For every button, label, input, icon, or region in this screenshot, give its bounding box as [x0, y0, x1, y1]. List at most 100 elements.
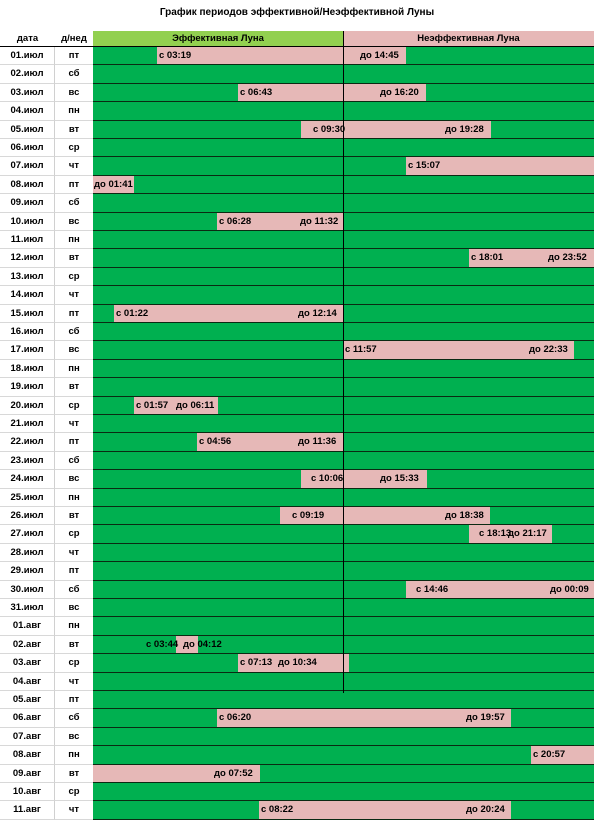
row-date: 05.июл	[0, 120, 55, 139]
row-day-of-week: сб	[55, 452, 93, 471]
ineffective-period-bar	[469, 249, 594, 268]
period-time-label: с 01:22	[116, 307, 149, 319]
ineffective-period-bar	[406, 157, 594, 176]
ineffective-period-bar	[469, 525, 552, 544]
period-time-label: до 18:38	[445, 510, 484, 521]
period-time-label: до 11:36	[298, 436, 337, 448]
row-day-of-week: сб	[55, 323, 93, 342]
row-date: 04.авг	[0, 672, 55, 691]
row-date: 02.июл	[0, 65, 55, 84]
row-date: 14.июл	[0, 286, 55, 305]
row-date: 28.июл	[0, 543, 55, 563]
ineffective-period-bar	[406, 580, 594, 599]
period-time-label: с 03:44	[146, 638, 179, 650]
period-time-label: до 16:20	[380, 86, 419, 98]
row-date: 20.июл	[0, 396, 55, 415]
row-date: 09.авг	[0, 764, 55, 783]
row-day-of-week: сб	[55, 709, 93, 728]
row-day-of-week: вт	[55, 378, 93, 397]
period-time-label: с 18:13	[479, 528, 512, 540]
row-date: 12.июл	[0, 249, 55, 268]
row-day-of-week: вс	[55, 341, 93, 360]
row-date: 11.авг	[0, 801, 55, 820]
ineffective-period-bar	[301, 120, 491, 139]
period-time-label: до 22:33	[529, 344, 568, 356]
row-day-of-week: вс	[55, 84, 93, 103]
row-date: 21.июл	[0, 415, 55, 434]
ineffective-period-bar	[134, 396, 218, 415]
row-date: 11.июл	[0, 231, 55, 250]
row-date: 22.июл	[0, 433, 55, 452]
ineffective-period-bar	[343, 341, 574, 360]
row-date: 16.июл	[0, 323, 55, 342]
row-day-of-week: вс	[55, 599, 93, 618]
row-date: 15.июл	[0, 304, 55, 323]
column-divider	[343, 31, 344, 693]
row-day-of-week: пт	[55, 176, 93, 195]
period-time-label: с 01:57	[136, 399, 169, 411]
row-date: 03.авг	[0, 654, 55, 673]
period-time-label: до 11:32	[300, 215, 339, 227]
header-dow: д/нед	[55, 31, 93, 47]
period-time-label: до 20:24	[466, 804, 505, 816]
row-day-of-week: ср	[55, 139, 93, 158]
row-date: 17.июл	[0, 341, 55, 360]
period-time-label: до 01:41	[94, 178, 133, 190]
row-day-of-week: вт	[55, 507, 93, 526]
row-day-of-week: вт	[55, 765, 93, 783]
ineffective-period-bar	[114, 304, 343, 323]
period-time-label: до 07:52	[214, 767, 253, 779]
row-date: 06.июл	[0, 139, 55, 158]
period-time-label: с 03:19	[159, 50, 192, 61]
period-time-label: до 00:09	[550, 583, 589, 595]
period-time-label: до 14:45	[360, 50, 399, 61]
period-time-label: с 14:46	[416, 583, 449, 595]
row-day-of-week: пн	[55, 489, 93, 507]
period-time-label: до 12:14	[298, 307, 337, 319]
row-day-of-week: сб	[55, 65, 93, 84]
ineffective-period-bar	[176, 635, 198, 655]
row-day-of-week: пт	[55, 691, 93, 710]
period-time-label: с 20:57	[533, 749, 566, 761]
period-time-label: с 11:57	[345, 344, 377, 356]
ineffective-period-bar	[280, 507, 490, 526]
period-time-label: до 04:12	[183, 638, 222, 650]
row-date: 08.июл	[0, 175, 55, 195]
effective-period-bar	[93, 691, 594, 710]
row-day-of-week: чт	[55, 673, 93, 691]
row-day-of-week: чт	[55, 415, 93, 434]
ineffective-period-bar	[217, 212, 343, 231]
row-day-of-week: чт	[55, 544, 93, 563]
row-day-of-week: пт	[55, 562, 93, 581]
ineffective-period-bar	[197, 433, 343, 452]
row-day-of-week: ср	[55, 268, 93, 287]
row-date: 01.авг	[0, 617, 55, 636]
period-time-label: до 06:11	[176, 399, 215, 411]
ineffective-period-bar	[238, 83, 426, 103]
period-time-label: до 21:17	[508, 528, 547, 540]
row-date: 10.июл	[0, 212, 55, 231]
ineffective-period-bar	[301, 470, 427, 489]
row-day-of-week: ср	[55, 397, 93, 415]
row-date: 09.июл	[0, 194, 55, 213]
period-time-label: до 19:57	[466, 712, 505, 724]
row-date: 23.июл	[0, 451, 55, 471]
period-time-label: с 04:56	[199, 436, 232, 448]
row-day-of-week: пн	[55, 746, 93, 765]
row-date: 25.июл	[0, 488, 55, 507]
row-date: 02.авг	[0, 635, 55, 655]
row-date: 08.авг	[0, 746, 55, 765]
row-day-of-week: ср	[55, 525, 93, 544]
row-date: 31.июл	[0, 599, 55, 618]
row-day-of-week: вс	[55, 728, 93, 747]
row-date: 24.июл	[0, 470, 55, 489]
row-date: 07.июл	[0, 157, 55, 176]
row-day-of-week: пт	[55, 47, 93, 66]
row-date: 04.июл	[0, 102, 55, 121]
ineffective-period-bar	[93, 175, 134, 195]
row-day-of-week: ср	[55, 654, 93, 673]
period-time-label: с 08:22	[261, 804, 294, 816]
row-day-of-week: пт	[55, 433, 93, 452]
page-title: График периодов эффективной/Неэффективно…	[159, 7, 435, 18]
row-day-of-week: сб	[55, 194, 93, 213]
